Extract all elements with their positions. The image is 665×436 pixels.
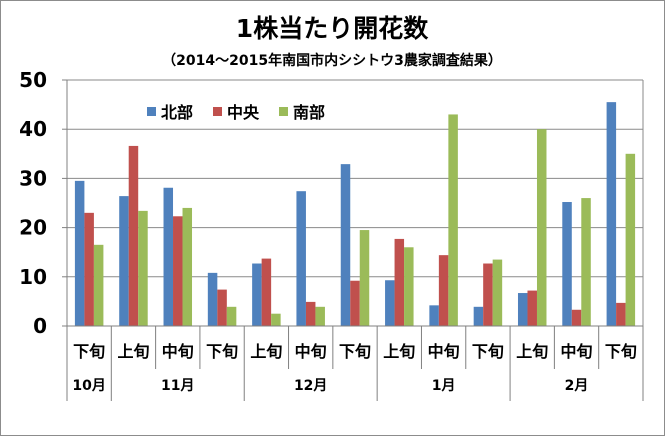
chart-title: 1株当たり開花数 <box>236 14 429 43</box>
bar-南部 <box>625 153 636 326</box>
category-label: 下旬 <box>339 342 371 361</box>
bar-北部 <box>606 102 617 326</box>
bar-南部 <box>315 306 325 326</box>
bar-中央 <box>394 238 405 326</box>
y-tick-label: 20 <box>19 216 47 240</box>
bar-中央 <box>483 263 493 326</box>
bar-北部 <box>74 180 85 326</box>
legend-swatch-中央 <box>213 107 222 116</box>
bar-南部 <box>93 244 104 326</box>
bar-中央 <box>527 290 537 326</box>
legend-swatch-南部 <box>279 107 288 116</box>
bar-南部 <box>581 198 591 326</box>
category-label: 中旬 <box>428 342 460 361</box>
y-tick-label: 0 <box>33 314 47 338</box>
bar-中央 <box>173 216 183 326</box>
month-label: 2月 <box>565 378 589 394</box>
category-label: 下旬 <box>605 342 637 361</box>
legend-label: 南部 <box>293 103 325 122</box>
bar-series <box>74 102 636 326</box>
category-label: 上旬 <box>117 342 149 361</box>
category-label: 下旬 <box>73 342 105 361</box>
bar-南部 <box>404 247 414 326</box>
category-label: 下旬 <box>206 342 238 361</box>
month-label: 11月 <box>161 378 194 394</box>
chart-subtitle: （2014～2015年南国市内シシトウ3農家調査結果） <box>162 52 502 69</box>
bar-北部 <box>163 187 174 326</box>
bar-南部 <box>448 114 458 326</box>
category-label: 中旬 <box>561 342 593 361</box>
bar-南部 <box>138 210 148 326</box>
bar-北部 <box>385 280 395 326</box>
bar-南部 <box>226 306 237 326</box>
month-label: 10月 <box>72 378 105 394</box>
bar-南部 <box>271 313 281 326</box>
bar-中央 <box>305 301 316 326</box>
bar-北部 <box>562 202 572 326</box>
category-label: 中旬 <box>295 342 327 361</box>
bar-中央 <box>84 212 94 326</box>
bar-中央 <box>616 302 626 326</box>
bar-北部 <box>252 263 262 326</box>
bar-北部 <box>517 293 528 326</box>
bar-南部 <box>182 207 193 326</box>
bar-中央 <box>350 280 360 326</box>
bar-中央 <box>438 255 449 326</box>
category-label: 中旬 <box>162 342 194 361</box>
y-tick-label: 40 <box>19 117 47 141</box>
bar-中央 <box>217 289 227 326</box>
bar-中央 <box>261 258 272 326</box>
y-axis: 0 10 20 30 40 50 <box>19 68 68 338</box>
category-label: 上旬 <box>250 342 282 361</box>
legend: 北部 中央 南部 <box>147 103 325 122</box>
legend-swatch-北部 <box>147 107 156 116</box>
bar-北部 <box>207 272 218 326</box>
legend-label: 北部 <box>161 103 193 122</box>
month-label: 12月 <box>294 378 327 394</box>
bar-中央 <box>571 309 582 326</box>
bar-南部 <box>359 230 370 326</box>
y-tick-label: 50 <box>19 68 47 92</box>
category-label: 上旬 <box>516 342 548 361</box>
month-label: 1月 <box>432 378 456 394</box>
bar-南部 <box>536 129 547 326</box>
y-tick-label: 30 <box>19 166 47 190</box>
bar-北部 <box>296 191 306 326</box>
category-label: 下旬 <box>472 342 504 361</box>
bar-北部 <box>340 164 351 326</box>
category-label: 上旬 <box>383 342 415 361</box>
bar-南部 <box>492 259 503 326</box>
gridlines <box>67 79 644 326</box>
bar-北部 <box>119 196 129 326</box>
bar-北部 <box>473 306 484 326</box>
legend-label: 中央 <box>227 103 260 122</box>
y-tick-label: 10 <box>19 265 47 289</box>
bar-中央 <box>128 145 139 326</box>
bar-北部 <box>429 305 439 326</box>
